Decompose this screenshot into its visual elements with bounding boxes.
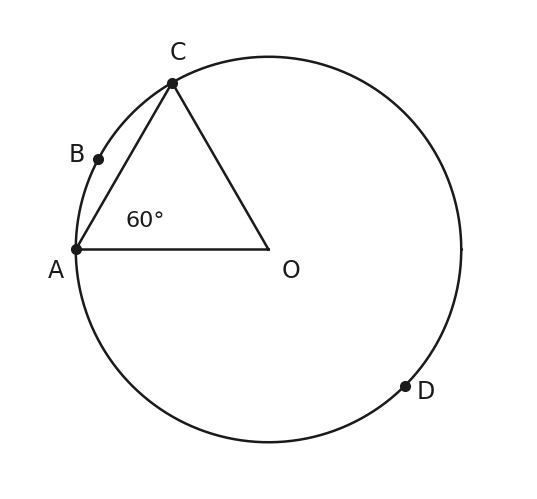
Text: 60°: 60° [126, 211, 165, 231]
Text: O: O [282, 259, 301, 283]
Text: B: B [69, 143, 85, 167]
Text: D: D [416, 380, 434, 404]
Text: A: A [48, 259, 64, 283]
Text: C: C [170, 41, 186, 65]
